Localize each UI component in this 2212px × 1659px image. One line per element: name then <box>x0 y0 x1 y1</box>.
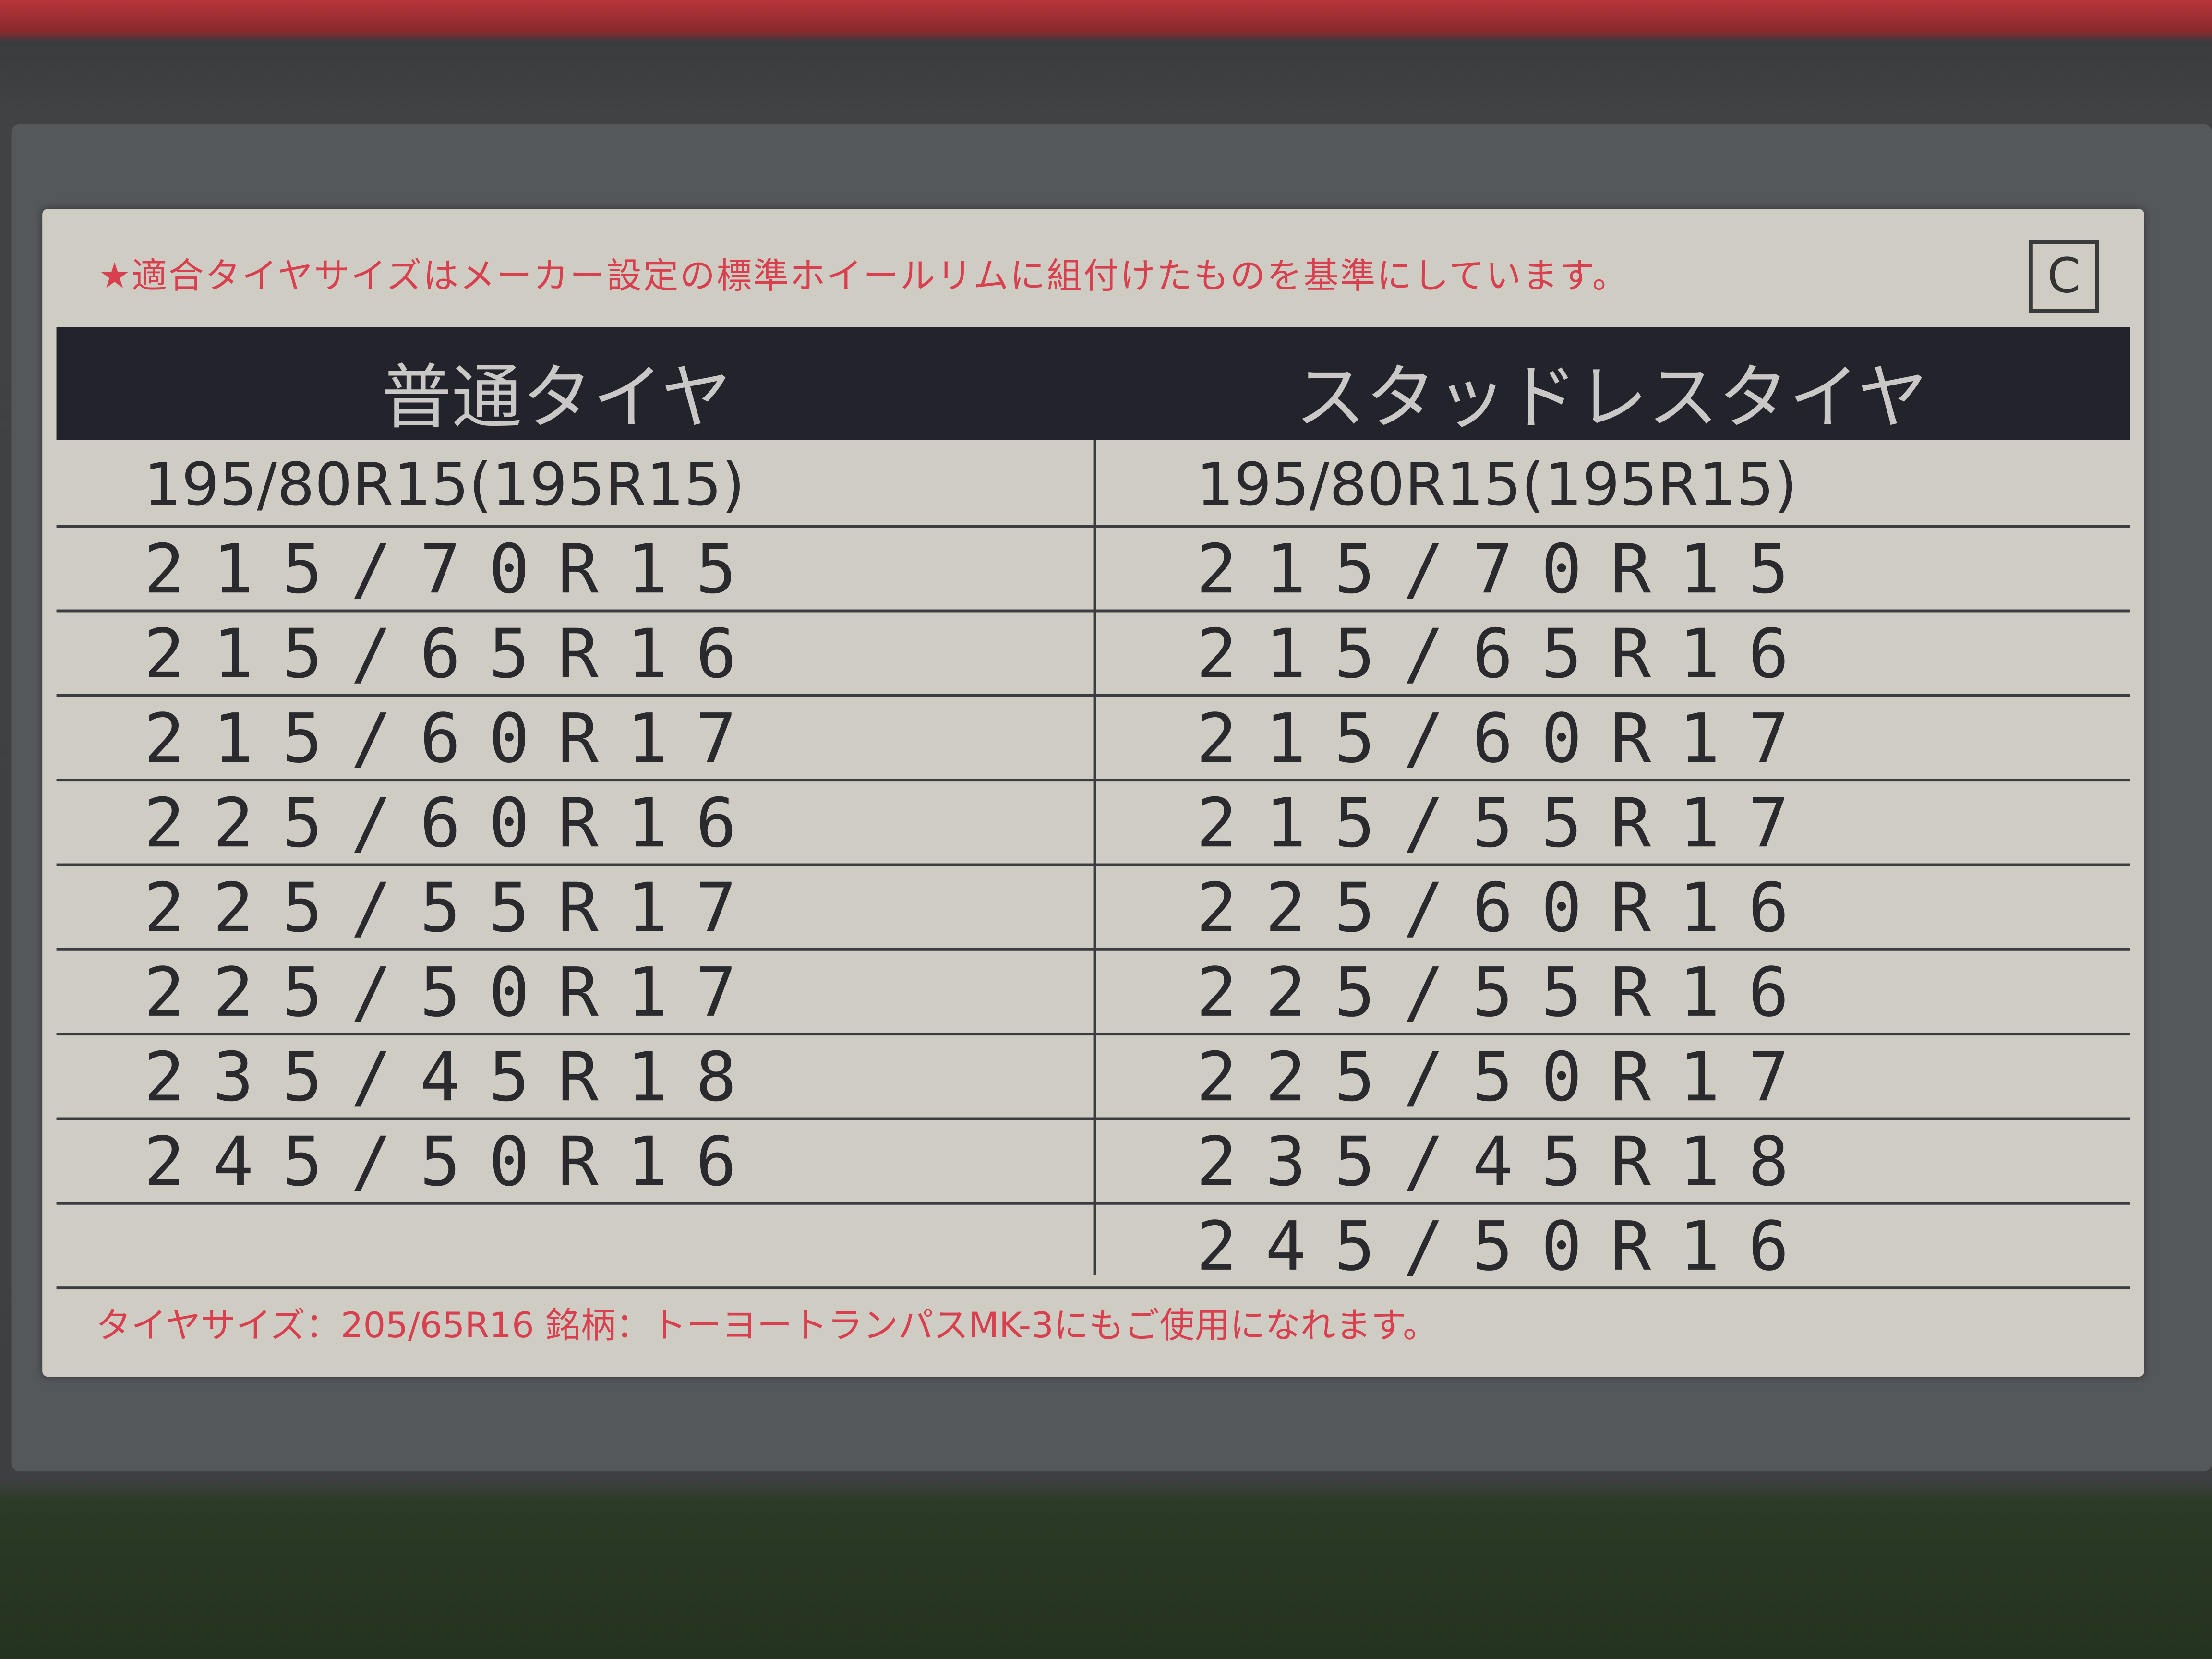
studless-size: 195/80R15(195R15) <box>1196 450 1797 519</box>
table-row: 245/50R16 <box>56 1205 2130 1290</box>
studless-size: 235/45R18 <box>1196 1123 1817 1202</box>
size-table: 195/80R15(195R15) 195/80R15(195R15) 215/70… <box>56 443 2130 1290</box>
normal-size: 225/60R16 <box>144 784 765 864</box>
table-row: 215/70R15 215/70R15 <box>56 528 2130 613</box>
footer-note: タイヤサイズ：205/65R16 銘柄：トーヨートランパスMK-3にもご使用にな… <box>96 1305 1438 1346</box>
header-normal: 普通タイヤ <box>381 357 732 439</box>
normal-size: 245/50R16 <box>144 1123 765 1202</box>
normal-size: 195/80R15(195R15) <box>144 450 745 519</box>
normal-size: 215/60R17 <box>144 699 765 779</box>
studless-size: 215/65R16 <box>1196 615 1817 694</box>
studless-size: 245/50R16 <box>1196 1207 1817 1287</box>
normal-size: 235/45R18 <box>144 1038 765 1118</box>
table-row: 215/65R16 215/65R16 <box>56 612 2130 697</box>
header-studless: スタッドレスタイヤ <box>1295 357 1928 439</box>
studless-size: 215/70R15 <box>1196 530 1817 610</box>
studless-size: 225/50R17 <box>1196 1038 1817 1118</box>
tire-size-label: ★適合タイヤサイズはメーカー設定の標準ホイールリムに組付けたものを基準にしていま… <box>42 208 2144 1377</box>
normal-size: 225/55R17 <box>144 869 765 948</box>
fit-note: ★適合タイヤサイズはメーカー設定の標準ホイールリムに組付けたものを基準にしていま… <box>98 255 1629 297</box>
code-box: C <box>2028 240 2099 313</box>
column-divider <box>1093 440 1096 1275</box>
header-band: 普通タイヤ スタッドレスタイヤ <box>56 327 2130 440</box>
normal-size: 225/50R17 <box>144 953 765 1033</box>
normal-size: 215/65R16 <box>144 615 765 694</box>
studless-size: 215/60R17 <box>1196 699 1817 779</box>
studless-size: 225/60R16 <box>1196 869 1817 948</box>
table-row: 215/60R17 215/60R17 <box>56 697 2130 782</box>
normal-size: 215/70R15 <box>144 530 765 610</box>
studless-size: 215/55R17 <box>1196 784 1817 864</box>
studless-size: 225/55R16 <box>1196 953 1817 1033</box>
